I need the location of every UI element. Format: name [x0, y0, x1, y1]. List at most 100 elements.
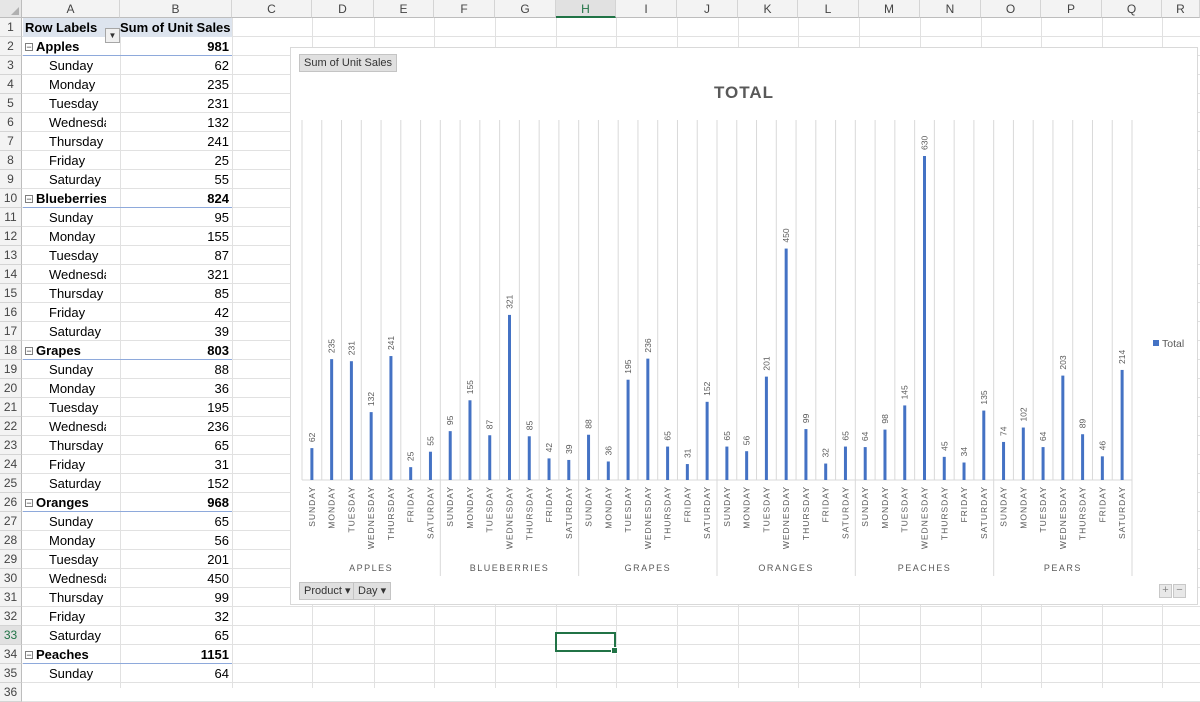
pivot-day-value[interactable]: 62 [214, 58, 229, 73]
pivot-group-label[interactable]: − Oranges [23, 493, 106, 512]
pivot-day-value[interactable]: 56 [214, 533, 229, 548]
column-header-e[interactable]: E [374, 0, 434, 18]
pivot-day-value[interactable]: 235 [207, 77, 229, 92]
pivot-day-label[interactable]: Sunday [49, 210, 94, 225]
pivot-day-value[interactable]: 87 [214, 248, 229, 263]
collapse-toggle-icon[interactable]: − [25, 194, 33, 204]
pivot-day-value[interactable]: 236 [207, 419, 229, 434]
day-field-button[interactable]: Day ▾ [353, 582, 392, 600]
row-header-17[interactable]: 17 [0, 322, 22, 341]
row-header-8[interactable]: 8 [0, 151, 22, 170]
row-header-24[interactable]: 24 [0, 455, 22, 474]
fill-handle[interactable] [611, 647, 618, 654]
row-header-22[interactable]: 22 [0, 417, 22, 436]
row-header-30[interactable]: 30 [0, 569, 22, 588]
row-header-11[interactable]: 11 [0, 208, 22, 227]
row-header-34[interactable]: 34 [0, 645, 22, 664]
pivot-day-label[interactable]: Saturday [49, 324, 102, 339]
column-header-m[interactable]: M [859, 0, 920, 18]
row-header-7[interactable]: 7 [0, 132, 22, 151]
value-field-button[interactable]: Sum of Unit Sales [299, 54, 398, 72]
pivot-day-value[interactable]: 99 [214, 590, 229, 605]
row-header-5[interactable]: 5 [0, 94, 22, 113]
row-header-21[interactable]: 21 [0, 398, 22, 417]
pivot-day-value[interactable]: 201 [207, 552, 229, 567]
collapse-toggle-icon[interactable]: − [25, 650, 33, 660]
row-header-31[interactable]: 31 [0, 588, 22, 607]
pivot-group-total[interactable]: 803 [207, 343, 229, 358]
pivot-day-label[interactable]: Wednesday [49, 419, 106, 434]
column-header-f[interactable]: F [434, 0, 495, 18]
column-header-c[interactable]: C [232, 0, 312, 18]
pivot-day-value[interactable]: 85 [214, 286, 229, 301]
pivot-day-label[interactable]: Wednesday [49, 115, 106, 130]
select-all-corner[interactable] [0, 0, 22, 18]
column-header-j[interactable]: J [677, 0, 738, 18]
pivot-day-label[interactable]: Thursday [49, 438, 104, 453]
row-header-4[interactable]: 4 [0, 75, 22, 94]
pivot-day-label[interactable]: Wednesday [49, 267, 106, 282]
collapse-toggle-icon[interactable]: − [25, 346, 33, 356]
pivot-header-row-labels[interactable]: Row Labels [23, 18, 120, 37]
column-header-i[interactable]: I [616, 0, 677, 18]
column-header-l[interactable]: L [798, 0, 859, 18]
pivot-day-value[interactable]: 39 [214, 324, 229, 339]
pivot-day-label[interactable]: Tuesday [49, 552, 99, 567]
pivot-day-value[interactable]: 195 [207, 400, 229, 415]
pivot-day-label[interactable]: Friday [49, 609, 86, 624]
pivot-day-label[interactable]: Monday [49, 229, 96, 244]
collapse-toggle-icon[interactable]: − [25, 498, 33, 508]
pivot-group-label[interactable]: − Blueberries [23, 189, 106, 208]
pivot-day-value[interactable]: 241 [207, 134, 229, 149]
pivot-group-total[interactable]: 981 [207, 39, 229, 54]
pivot-day-value[interactable]: 64 [214, 666, 229, 681]
pivot-day-label[interactable]: Saturday [49, 476, 102, 491]
column-header-h[interactable]: H [556, 0, 616, 18]
column-header-b[interactable]: B [120, 0, 232, 18]
column-header-o[interactable]: O [981, 0, 1041, 18]
row-header-35[interactable]: 35 [0, 664, 22, 683]
row-header-33[interactable]: 33 [0, 626, 22, 645]
pivot-day-value[interactable]: 450 [207, 571, 229, 586]
pivot-day-value[interactable]: 32 [214, 609, 229, 624]
pivot-day-value[interactable]: 31 [214, 457, 229, 472]
pivot-header-sum-unit-sales[interactable]: Sum of Unit Sales [120, 18, 232, 37]
pivot-day-label[interactable]: Wednesday [49, 571, 106, 586]
pivot-day-value[interactable]: 55 [214, 172, 229, 187]
column-header-r[interactable]: R [1162, 0, 1200, 18]
pivot-day-label[interactable]: Thursday [49, 286, 104, 301]
row-header-29[interactable]: 29 [0, 550, 22, 569]
row-header-20[interactable]: 20 [0, 379, 22, 398]
pivot-group-total[interactable]: 824 [207, 191, 229, 206]
expand-field-button[interactable]: + [1159, 584, 1172, 598]
row-header-32[interactable]: 32 [0, 607, 22, 626]
pivot-day-value[interactable]: 42 [214, 305, 229, 320]
pivot-day-label[interactable]: Sunday [49, 666, 94, 681]
pivot-day-value[interactable]: 65 [214, 514, 229, 529]
row-header-12[interactable]: 12 [0, 227, 22, 246]
column-header-a[interactable]: A [22, 0, 120, 18]
pivot-day-label[interactable]: Friday [49, 457, 86, 472]
pivot-day-label[interactable]: Monday [49, 77, 96, 92]
pivot-group-total[interactable]: 968 [207, 495, 229, 510]
pivot-day-value[interactable]: 88 [214, 362, 229, 377]
pivot-group-total[interactable]: 1151 [200, 647, 229, 662]
pivot-day-label[interactable]: Saturday [49, 172, 102, 187]
row-header-25[interactable]: 25 [0, 474, 22, 493]
row-header-23[interactable]: 23 [0, 436, 22, 455]
pivot-group-label[interactable]: − Peaches [23, 645, 106, 664]
row-header-15[interactable]: 15 [0, 284, 22, 303]
pivot-day-label[interactable]: Tuesday [49, 248, 99, 263]
column-header-d[interactable]: D [312, 0, 374, 18]
row-header-28[interactable]: 28 [0, 531, 22, 550]
pivot-day-label[interactable]: Tuesday [49, 400, 99, 415]
row-labels-filter-button[interactable]: ▼ [105, 28, 120, 43]
pivot-day-label[interactable]: Sunday [49, 362, 94, 377]
pivot-chart[interactable]: Sum of Unit Sales TOTAL 62 SUNDAY 235 MONDAY… [290, 47, 1198, 605]
pivot-day-value[interactable]: 95 [214, 210, 229, 225]
pivot-day-label[interactable]: Saturday [49, 628, 102, 643]
row-header-18[interactable]: 18 [0, 341, 22, 360]
row-header-9[interactable]: 9 [0, 170, 22, 189]
pivot-day-label[interactable]: Sunday [49, 58, 94, 73]
pivot-day-value[interactable]: 155 [207, 229, 229, 244]
